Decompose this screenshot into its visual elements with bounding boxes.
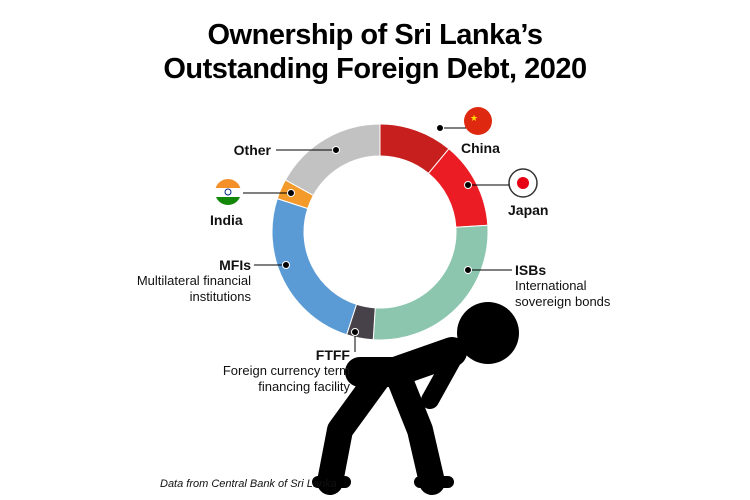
label: ISBs International sovereign bonds (515, 262, 625, 310)
label: India (210, 212, 243, 228)
source: Data from Central Bank of Sri Lanka (160, 478, 337, 490)
leader-dot (282, 261, 290, 269)
label-description: Multilateral financial institutions (136, 273, 251, 304)
leg (387, 367, 445, 495)
leg (317, 362, 393, 495)
leader-dot (351, 328, 359, 336)
flags: ★ (215, 107, 538, 205)
donut-slice (284, 123, 381, 197)
label-name: China (461, 140, 500, 156)
label-name: MFIs (219, 257, 251, 273)
label: Japan (508, 202, 548, 218)
leader-dot (436, 124, 444, 132)
arm (421, 346, 464, 409)
leader-dot (464, 181, 472, 189)
label-description: Foreign currency term financing facility (222, 363, 350, 394)
leader-dot (464, 266, 472, 274)
label-name: FTFF (315, 347, 350, 363)
chart-title: Ownership of Sri Lanka’s Outstanding For… (163, 19, 587, 85)
label: China (461, 140, 500, 156)
label-description: International sovereign bonds (515, 278, 611, 309)
label-name: India (210, 212, 243, 228)
label: Other (200, 142, 271, 158)
label: MFIs Multilateral financial institutions (130, 257, 251, 305)
leader-dot (287, 189, 295, 197)
flag-china (464, 107, 492, 135)
leader-dot (332, 146, 340, 154)
label: FTFF Foreign currency term financing faci… (200, 347, 350, 395)
label-name: Other (233, 142, 271, 158)
flag-japan-dot (517, 177, 529, 189)
label-name: Japan (508, 202, 549, 218)
figure (312, 302, 519, 495)
label-name: ISBs (515, 262, 547, 278)
flag-india (215, 179, 241, 205)
head (457, 302, 519, 364)
flag-star: ★ (470, 113, 478, 123)
